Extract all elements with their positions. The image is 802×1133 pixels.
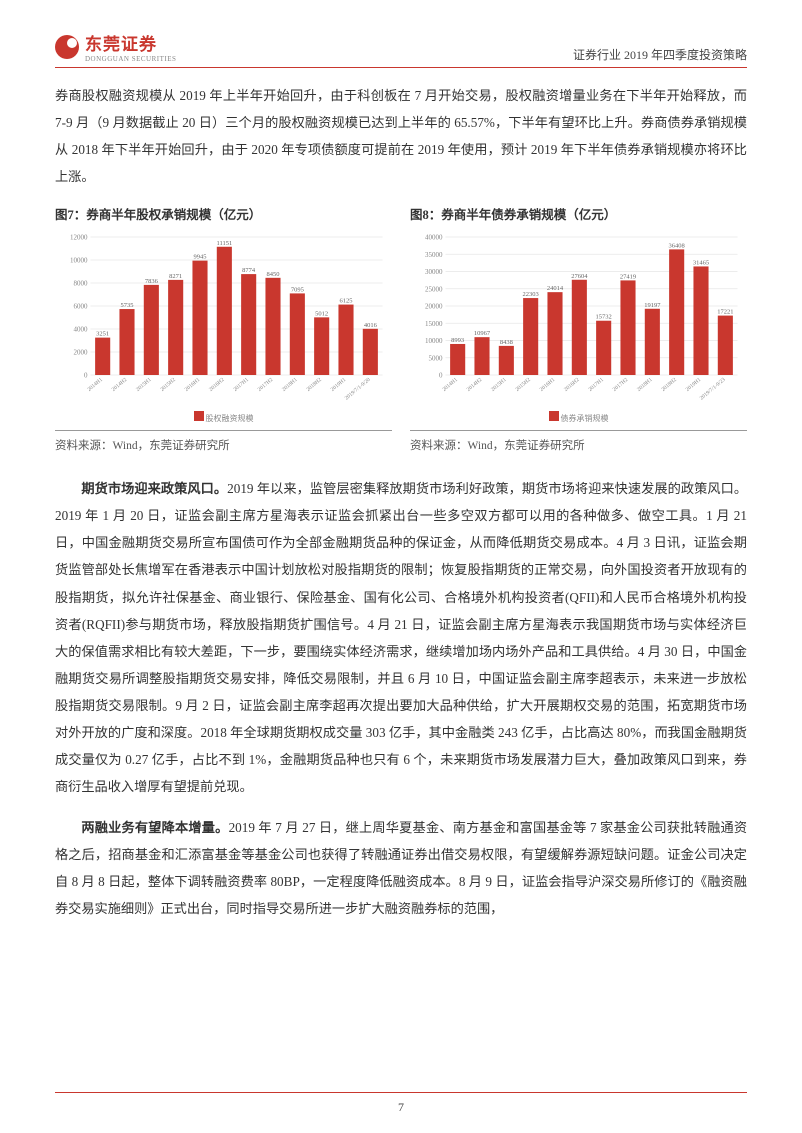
legend-swatch-icon xyxy=(549,411,559,421)
svg-text:2016H1: 2016H1 xyxy=(539,377,557,393)
chart7-source: 资料来源：Wind，东莞证券研究所 xyxy=(55,430,392,457)
svg-text:0: 0 xyxy=(439,372,443,380)
svg-text:31465: 31465 xyxy=(693,260,709,267)
svg-text:8993: 8993 xyxy=(451,337,464,344)
svg-text:2000: 2000 xyxy=(74,349,89,357)
para2-lead: 期货市场迎来政策风口。 xyxy=(81,481,227,496)
svg-text:11151: 11151 xyxy=(216,240,232,247)
svg-text:3251: 3251 xyxy=(96,331,109,338)
svg-text:2018H1: 2018H1 xyxy=(636,377,654,393)
svg-text:5012: 5012 xyxy=(315,311,328,318)
chart7-legend-label: 股权融资规模 xyxy=(206,414,254,423)
svg-text:2019H1: 2019H1 xyxy=(685,377,703,393)
svg-text:2014H1: 2014H1 xyxy=(87,377,105,393)
svg-text:2015H1: 2015H1 xyxy=(135,377,153,393)
svg-text:2014H2: 2014H2 xyxy=(111,377,129,393)
paragraph-3: 两融业务有望降本增量。2019 年 7 月 27 日，继上周华夏基金、南方基金和… xyxy=(55,814,747,922)
svg-text:6125: 6125 xyxy=(340,298,353,305)
svg-text:24014: 24014 xyxy=(547,285,564,292)
chart8-canvas: 0 5000 10000 15000 20000 25000 30000 35000 40000… xyxy=(410,229,747,409)
page-header: 东莞证券 DONGGUAN SECURITIES 证券行业 2019 年四季度投… xyxy=(55,30,747,68)
svg-text:2017H2: 2017H2 xyxy=(257,377,275,393)
svg-text:20000: 20000 xyxy=(425,303,443,311)
svg-text:40000: 40000 xyxy=(425,234,443,242)
brand-name-en: DONGGUAN SECURITIES xyxy=(85,55,176,63)
svg-text:9945: 9945 xyxy=(194,254,207,261)
svg-text:2019H1: 2019H1 xyxy=(330,377,348,393)
svg-text:5735: 5735 xyxy=(121,302,134,309)
svg-text:15000: 15000 xyxy=(425,320,443,328)
svg-text:2015H2: 2015H2 xyxy=(515,377,533,393)
svg-text:2014H2: 2014H2 xyxy=(466,377,484,393)
legend-swatch-icon xyxy=(194,411,204,421)
brand-logo-icon xyxy=(55,35,79,59)
chart7-canvas: 0 2000 4000 6000 8000 10000 12000 3251 2014H1 573… xyxy=(55,229,392,409)
brand-name-cn: 东莞证券 xyxy=(85,30,176,55)
svg-text:4016: 4016 xyxy=(364,322,378,329)
svg-text:10967: 10967 xyxy=(474,330,491,337)
chart7-title: 图7：券商半年股权承销规模（亿元） xyxy=(55,204,392,223)
svg-text:2015H1: 2015H1 xyxy=(490,377,508,393)
para3-lead: 两融业务有望降本增量。 xyxy=(81,820,228,835)
svg-text:8438: 8438 xyxy=(500,339,513,346)
svg-text:19197: 19197 xyxy=(644,302,661,309)
svg-text:35000: 35000 xyxy=(425,251,443,259)
svg-text:2016H1: 2016H1 xyxy=(184,377,202,393)
svg-text:4000: 4000 xyxy=(74,326,89,334)
svg-text:36408: 36408 xyxy=(669,243,685,250)
chart8-legend-label: 债券承销规模 xyxy=(561,414,609,423)
svg-text:8271: 8271 xyxy=(169,273,182,280)
footer-rule xyxy=(55,1092,747,1093)
svg-text:6000: 6000 xyxy=(74,303,89,311)
svg-text:10000: 10000 xyxy=(70,257,88,265)
svg-text:7836: 7836 xyxy=(145,278,159,285)
svg-text:25000: 25000 xyxy=(425,286,443,294)
svg-text:15732: 15732 xyxy=(596,314,612,321)
header-subtitle: 证券行业 2019 年四季度投资策略 xyxy=(573,46,747,63)
chart8-column: 图8：券商半年债券承销规模（亿元） 0 5000 10000 15000 20000 25… xyxy=(410,204,747,424)
svg-text:2018H2: 2018H2 xyxy=(661,377,679,393)
svg-text:12000: 12000 xyxy=(70,234,88,242)
svg-text:2018H1: 2018H1 xyxy=(281,377,299,393)
svg-text:2019/7/1-9/23: 2019/7/1-9/23 xyxy=(699,377,727,402)
chart8-title: 图8：券商半年债券承销规模（亿元） xyxy=(410,204,747,223)
brand-logo-block: 东莞证券 DONGGUAN SECURITIES xyxy=(55,30,176,63)
svg-text:2014H1: 2014H1 xyxy=(442,377,460,393)
svg-text:8450: 8450 xyxy=(267,271,280,278)
svg-text:8000: 8000 xyxy=(74,280,89,288)
svg-text:30000: 30000 xyxy=(425,268,443,276)
svg-text:5000: 5000 xyxy=(429,355,444,363)
svg-text:2018H2: 2018H2 xyxy=(306,377,324,393)
svg-text:2016H2: 2016H2 xyxy=(208,377,226,393)
svg-text:2015H2: 2015H2 xyxy=(160,377,178,393)
chart8-source: 资料来源：Wind，东莞证券研究所 xyxy=(410,430,747,457)
svg-text:0: 0 xyxy=(84,372,88,380)
para2-body: 2019 年以来，监管层密集释放期货市场利好政策，期货市场将迎来快速发展的政策风… xyxy=(55,481,747,794)
svg-text:2019/7/1-9/20: 2019/7/1-9/20 xyxy=(344,377,372,402)
chart7-column: 图7：券商半年股权承销规模（亿元） 0 2000 4000 6000 8000 10000… xyxy=(55,204,392,424)
svg-text:2017H2: 2017H2 xyxy=(612,377,630,393)
page-number: 7 xyxy=(0,1100,802,1115)
chart7-legend: 股权融资规模 xyxy=(55,411,392,424)
svg-text:2017H1: 2017H1 xyxy=(233,377,251,393)
svg-text:2016H2: 2016H2 xyxy=(563,377,581,393)
svg-text:27604: 27604 xyxy=(571,273,588,280)
svg-text:7095: 7095 xyxy=(291,287,304,294)
svg-text:27419: 27419 xyxy=(620,274,636,281)
svg-text:2017H1: 2017H1 xyxy=(588,377,606,393)
chart-row: 图7：券商半年股权承销规模（亿元） 0 2000 4000 6000 8000 10000… xyxy=(55,204,747,424)
chart-source-row: 资料来源：Wind，东莞证券研究所 资料来源：Wind，东莞证券研究所 xyxy=(55,426,747,457)
svg-text:8774: 8774 xyxy=(242,267,256,274)
svg-text:22303: 22303 xyxy=(523,291,539,298)
paragraph-2: 期货市场迎来政策风口。2019 年以来，监管层密集释放期货市场利好政策，期货市场… xyxy=(55,475,747,800)
svg-text:10000: 10000 xyxy=(425,337,443,345)
chart8-legend: 债券承销规模 xyxy=(410,411,747,424)
svg-text:17221: 17221 xyxy=(717,309,733,316)
paragraph-1: 券商股权融资规模从 2019 年上半年开始回升，由于科创板在 7 月开始交易，股… xyxy=(55,82,747,190)
